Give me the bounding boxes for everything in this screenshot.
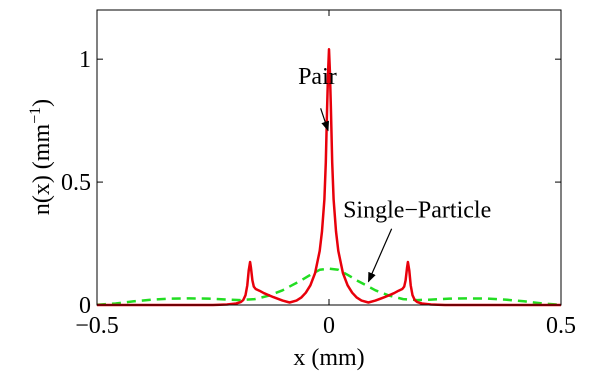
annotation-pair: Pair bbox=[298, 64, 337, 90]
ticks-layer: −0.5 0 0.500.51 bbox=[61, 10, 576, 339]
series-layer bbox=[96, 48, 562, 307]
y-axis-label-main: n(x) (mm bbox=[29, 124, 55, 216]
y-axis-label: n(x) (mm−1) bbox=[27, 99, 55, 215]
x-tick-label: 0 bbox=[323, 313, 335, 339]
annotation-arrow-pair bbox=[320, 108, 330, 132]
y-tick-label: 0.5 bbox=[61, 170, 91, 196]
x-tick-label: −0.5 bbox=[75, 313, 119, 339]
y-tick-label: 1 bbox=[79, 47, 91, 73]
x-tick-label: 0.5 bbox=[546, 313, 576, 339]
annotation-single-particle: Single−Particle bbox=[343, 198, 491, 224]
x-axis-label: x (mm) bbox=[293, 345, 364, 371]
series-line-single-particle bbox=[96, 267, 562, 307]
y-axis-label-group: n(x) (mm−1) bbox=[27, 99, 55, 215]
y-axis-label-superscript: −1 bbox=[27, 107, 44, 124]
y-axis-label-close: ) bbox=[29, 99, 55, 107]
y-tick-label: 0 bbox=[79, 293, 91, 319]
series-line-pair bbox=[97, 48, 561, 307]
annotations-layer: Pair Single−Particle bbox=[298, 64, 491, 283]
annotation-arrow-single-particle bbox=[367, 228, 393, 283]
